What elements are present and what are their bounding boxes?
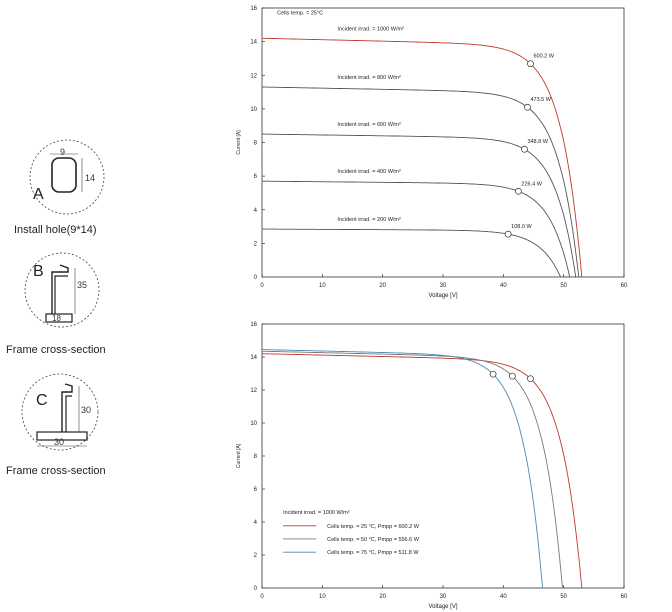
plot-frame xyxy=(261,7,625,278)
y-tick-label: 4 xyxy=(254,208,258,214)
series-irradiance-label: Incident irrad. = 600 W/m² xyxy=(337,122,401,128)
x-tick-label: 50 xyxy=(560,594,567,600)
x-tick-label: 30 xyxy=(440,594,447,600)
x-tick-label: 50 xyxy=(560,283,567,289)
frame-b-width-label: 18 xyxy=(52,314,61,323)
mpp-power-label: 473.5 W xyxy=(530,97,551,103)
iv-curve-irradiance-chart: 0 10 20 30 40 50 60 0 2 4 6 8 10 12 14 16 Voltage [V] Cur… xyxy=(236,6,628,299)
x-tick-label: 10 xyxy=(319,594,326,600)
irradiance-note: Incident irrad. = 1000 W/m² xyxy=(283,510,350,516)
cell-temperature-note: Cells temp. = 25°C xyxy=(277,11,323,17)
frame-section-b-diagram: 35 18 B xyxy=(24,252,100,328)
y-tick-label: 14 xyxy=(250,355,257,361)
mpp-marker xyxy=(509,372,516,380)
x-tick-label: 20 xyxy=(379,283,386,289)
y-tick-label: 16 xyxy=(250,6,257,12)
iv-series-line xyxy=(262,349,544,589)
legend-entry: Cells temp. = 75 °C, Pmpp = 511.8 W xyxy=(327,550,419,556)
y-tick-label: 10 xyxy=(250,107,257,113)
mpp-power-label: 348.8 W xyxy=(527,139,548,145)
mpp-marker xyxy=(521,145,528,153)
legend-entry: Cells temp. = 25 °C, Pmpp = 600.2 W xyxy=(327,524,420,530)
series-irradiance-label: Incident irrad. = 200 W/m² xyxy=(337,217,401,223)
x-axis-label: Voltage [V] xyxy=(428,604,457,610)
frame-b-height-label: 35 xyxy=(77,280,87,290)
series-irradiance-label: Incident irrad. = 800 W/m² xyxy=(337,75,401,81)
frame-diagrams-panel: 9 14 A 35 18 B 30 30 C Install hole xyxy=(0,0,250,612)
y-tick-label: 14 xyxy=(250,40,257,46)
x-tick-label: 60 xyxy=(621,283,628,289)
y-tick-label: 12 xyxy=(250,388,257,394)
x-tick-label: 20 xyxy=(379,594,386,600)
x-axis-label: Voltage [V] xyxy=(428,293,457,299)
series-irradiance-label: Incident irrad. = 400 W/m² xyxy=(337,169,401,175)
iv-series-line xyxy=(262,37,583,278)
y-tick-label: 16 xyxy=(250,322,257,328)
iv-series-line xyxy=(262,228,562,278)
legend-entry: Cells temp. = 50 °C, Pmpp = 556.6 W xyxy=(327,537,420,543)
diagram-letter-c: C xyxy=(36,392,48,409)
y-tick-label: 8 xyxy=(254,141,258,147)
frame-c-width-label: 30 xyxy=(54,437,64,447)
y-tick-label: 10 xyxy=(250,421,257,427)
mpp-power-label: 600.2 W xyxy=(533,54,554,60)
mpp-marker xyxy=(524,103,531,111)
frame-section-c-diagram: 30 30 C xyxy=(21,373,99,451)
mpp-marker xyxy=(515,187,522,195)
x-tick-label: 40 xyxy=(500,283,507,289)
hole-width-label: 9 xyxy=(60,147,65,157)
iv-curve-temperature-chart: 0 10 20 30 40 50 60 0 2 4 6 8 10 12 14 16 Voltage [V] Cur… xyxy=(236,322,628,610)
frame-section-b-caption: Frame cross-section xyxy=(6,344,106,356)
plot-frame xyxy=(261,323,625,589)
diagram-letter-b: B xyxy=(33,263,44,280)
y-axis-label: Current [A] xyxy=(236,443,242,468)
x-tick-label: 60 xyxy=(621,594,628,600)
hole-height-label: 14 xyxy=(85,173,95,183)
y-tick-label: 2 xyxy=(254,241,258,247)
y-tick-label: 6 xyxy=(254,487,258,493)
y-tick-label: 0 xyxy=(254,586,258,592)
y-tick-label: 0 xyxy=(254,275,258,281)
y-tick-label: 8 xyxy=(254,454,258,460)
install-hole-caption: Install hole(9*14) xyxy=(14,224,97,236)
frame-section-c-caption: Frame cross-section xyxy=(6,465,106,477)
x-tick-label: 0 xyxy=(260,283,264,289)
iv-series-line xyxy=(262,353,583,589)
diagram-letter-a: A xyxy=(33,186,44,203)
y-tick-label: 12 xyxy=(250,73,257,79)
frame-diagrams-drawing: 9 14 A 35 18 B 30 30 C xyxy=(21,139,105,451)
frame-c-height-label: 30 xyxy=(81,405,91,415)
mpp-marker xyxy=(527,375,534,383)
y-axis-label: Current [A] xyxy=(236,130,242,155)
iv-series-line xyxy=(262,133,577,278)
mpp-power-label: 226.4 W xyxy=(521,181,542,187)
mpp-marker xyxy=(527,60,534,68)
x-tick-label: 10 xyxy=(319,283,326,289)
x-tick-label: 0 xyxy=(260,594,264,600)
y-tick-label: 2 xyxy=(254,553,258,559)
mpp-marker xyxy=(489,370,497,378)
y-tick-label: 6 xyxy=(254,174,258,180)
install-hole-diagram: 9 14 A xyxy=(29,139,105,215)
y-tick-label: 4 xyxy=(254,520,258,526)
mpp-power-label: 108.0 W xyxy=(511,224,532,230)
x-tick-label: 40 xyxy=(500,594,507,600)
series-irradiance-label: Incident irrad. = 1000 W/m² xyxy=(337,26,404,32)
x-tick-label: 30 xyxy=(440,283,447,289)
mpp-marker xyxy=(504,230,512,238)
